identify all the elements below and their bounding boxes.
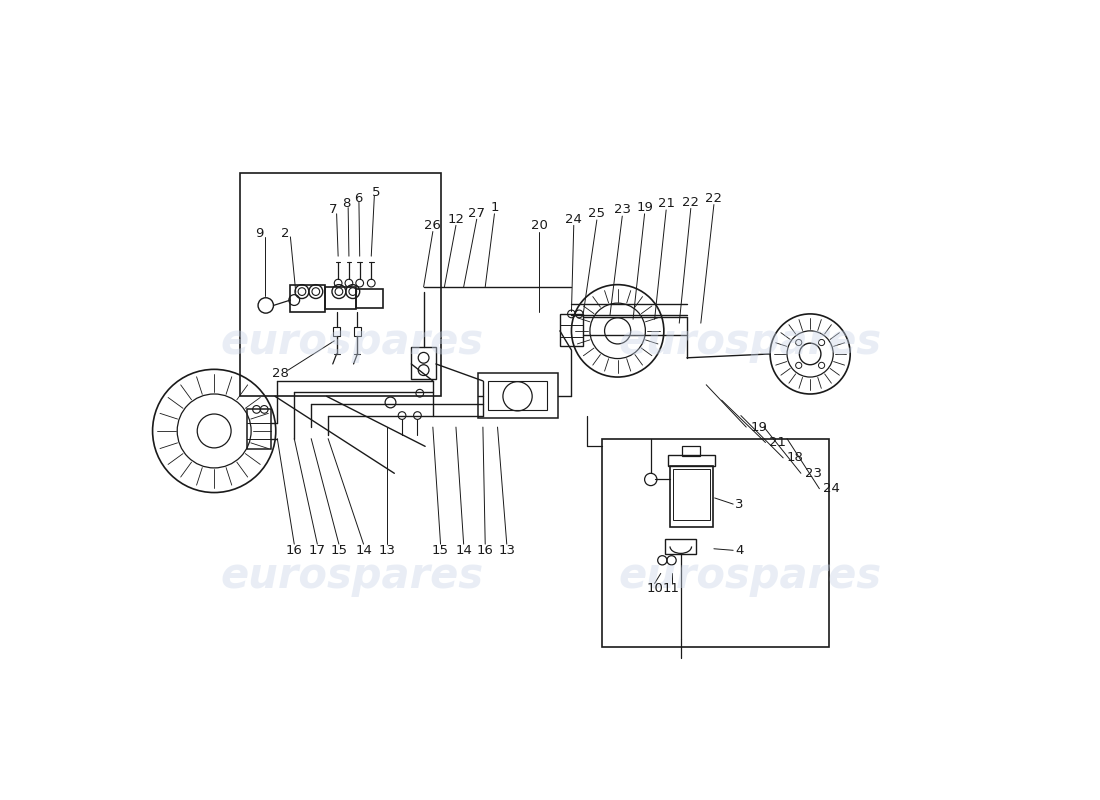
Text: 13: 13 xyxy=(498,544,515,557)
Bar xyxy=(356,289,383,308)
Text: 11: 11 xyxy=(663,582,680,595)
Bar xyxy=(670,466,713,527)
Text: eurospares: eurospares xyxy=(220,555,484,598)
Bar xyxy=(353,327,361,336)
Bar xyxy=(246,410,271,450)
Text: eurospares: eurospares xyxy=(618,322,882,363)
Text: 19: 19 xyxy=(636,201,653,214)
Bar xyxy=(682,446,700,455)
Text: 5: 5 xyxy=(372,186,381,198)
Text: 2: 2 xyxy=(280,226,289,239)
Bar xyxy=(290,285,326,311)
Bar xyxy=(488,381,547,410)
Text: 4: 4 xyxy=(736,544,744,557)
Text: 8: 8 xyxy=(342,198,350,210)
Bar xyxy=(560,314,583,346)
Text: 14: 14 xyxy=(455,544,472,557)
Text: 23: 23 xyxy=(614,203,630,217)
Bar xyxy=(241,173,441,396)
Bar xyxy=(673,470,711,519)
Text: 19: 19 xyxy=(750,421,767,434)
Text: 23: 23 xyxy=(805,467,822,480)
Text: 21: 21 xyxy=(658,198,674,210)
Bar xyxy=(477,373,558,418)
Text: 24: 24 xyxy=(565,213,582,226)
Text: 24: 24 xyxy=(823,482,840,495)
Bar xyxy=(411,347,436,379)
Text: 26: 26 xyxy=(425,219,441,232)
Text: eurospares: eurospares xyxy=(618,555,882,598)
Bar xyxy=(669,455,715,466)
Text: 9: 9 xyxy=(255,226,264,239)
Text: 14: 14 xyxy=(355,544,372,557)
Text: eurospares: eurospares xyxy=(220,322,484,363)
Text: 3: 3 xyxy=(736,498,744,510)
Text: 18: 18 xyxy=(788,451,804,464)
Bar xyxy=(603,438,829,646)
Text: 16: 16 xyxy=(476,544,494,557)
Text: 28: 28 xyxy=(272,366,289,380)
Text: 22: 22 xyxy=(682,196,700,209)
Text: 6: 6 xyxy=(354,192,362,205)
Text: 15: 15 xyxy=(330,544,348,557)
Text: 13: 13 xyxy=(378,544,395,557)
Text: 7: 7 xyxy=(329,203,338,217)
Bar xyxy=(666,538,696,554)
Text: 27: 27 xyxy=(469,206,485,219)
Text: 17: 17 xyxy=(309,544,326,557)
Text: 16: 16 xyxy=(286,544,302,557)
Text: 25: 25 xyxy=(588,207,605,220)
Bar xyxy=(326,287,356,309)
Text: 22: 22 xyxy=(705,192,723,205)
Text: 12: 12 xyxy=(448,213,464,226)
Text: 21: 21 xyxy=(769,436,786,449)
Text: 15: 15 xyxy=(432,544,449,557)
Text: 10: 10 xyxy=(646,582,663,595)
Text: 20: 20 xyxy=(530,219,548,232)
Text: 1: 1 xyxy=(491,201,498,214)
Bar xyxy=(332,327,341,336)
